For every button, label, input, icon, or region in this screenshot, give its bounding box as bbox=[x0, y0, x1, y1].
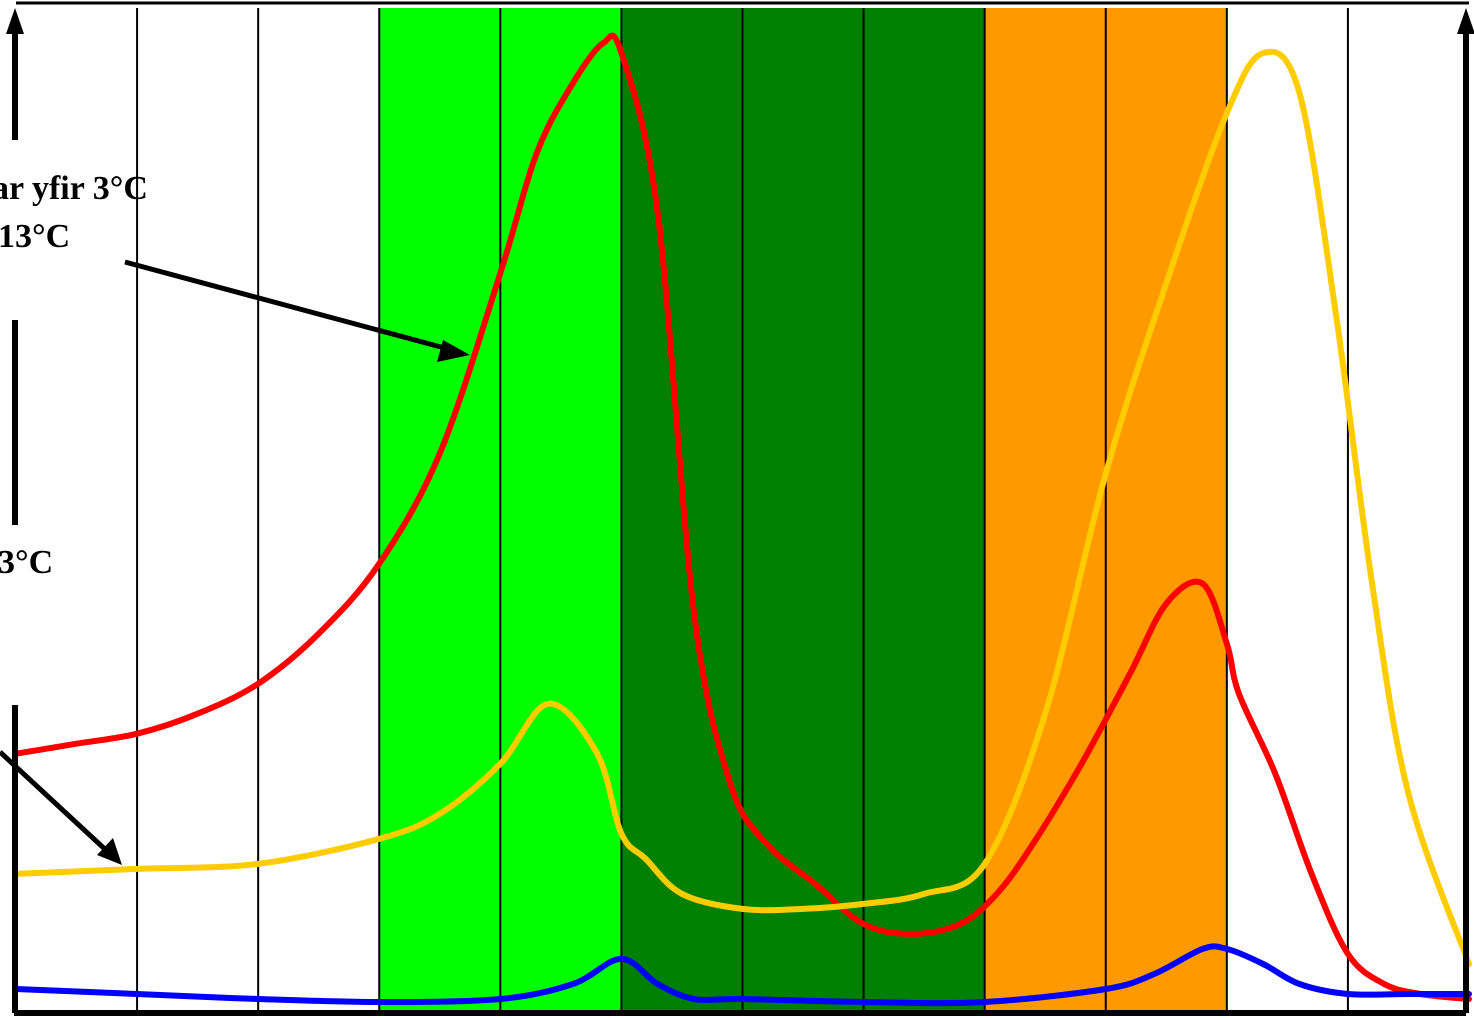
series-lines bbox=[13, 32, 1472, 1007]
vertical-gridlines bbox=[16, 1, 1469, 1014]
annotation-arrow-1 bbox=[124, 259, 453, 353]
annotation-arrow-2 bbox=[0, 750, 110, 854]
background-bands bbox=[379, 8, 1227, 1014]
axes bbox=[6, 8, 1474, 1016]
annotation-label-1: ar yfir 3°C bbox=[0, 170, 148, 207]
annotation-arrows bbox=[0, 259, 470, 865]
series-line-2 bbox=[13, 943, 1472, 1007]
series-line-1 bbox=[13, 48, 1472, 967]
right-axis-arrowhead bbox=[1457, 8, 1474, 34]
annotation-label-3: 3°C bbox=[0, 544, 54, 581]
annotation-label-2: 13°C bbox=[0, 218, 71, 255]
annotation-arrowhead-2 bbox=[97, 838, 122, 865]
background-band-1 bbox=[621, 8, 985, 1014]
left-axis-arrowhead bbox=[6, 8, 24, 34]
series-line-0 bbox=[13, 32, 1472, 1002]
annotation-arrowhead-1 bbox=[437, 340, 470, 362]
